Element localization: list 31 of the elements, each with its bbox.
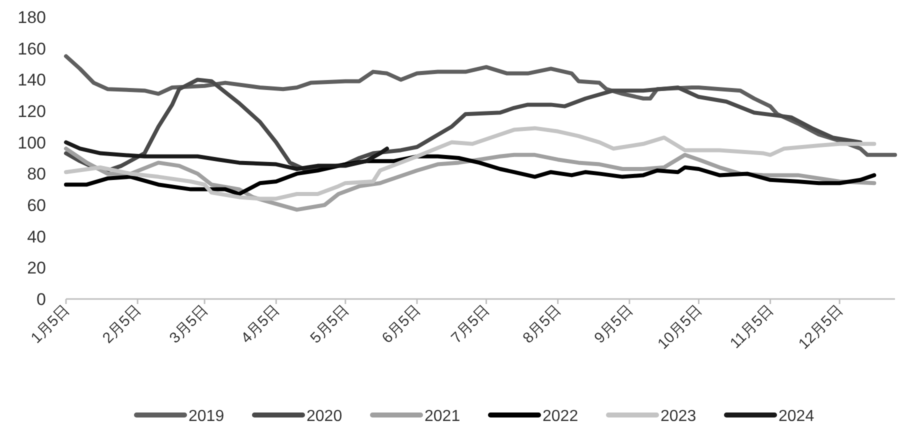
y-tick-label: 60 [27, 196, 46, 215]
legend-label: 2019 [188, 408, 224, 425]
y-tick-label: 0 [36, 290, 46, 309]
y-tick-label: 160 [18, 39, 46, 58]
x-tick-label: 10月5日 [654, 302, 706, 353]
x-tick-label: 4月5日 [238, 302, 283, 347]
x-tick-label: 6月5日 [378, 302, 424, 347]
x-tick-label: 7月5日 [448, 302, 494, 347]
x-tick-label: 2月5日 [99, 302, 144, 347]
x-tick-label: 8月5日 [520, 302, 565, 347]
x-tick-label: 3月5日 [166, 302, 212, 347]
legend-label: 2022 [542, 408, 578, 425]
line-series [64, 54, 897, 157]
y-tick-label: 20 [27, 258, 46, 278]
line-series [64, 140, 389, 171]
legend-label: 2020 [306, 408, 342, 425]
line-series [64, 154, 876, 196]
y-tick-label: 100 [18, 133, 46, 152]
legend-label: 2024 [778, 408, 814, 425]
y-tick-label: 180 [18, 8, 46, 27]
y-tick-label: 140 [18, 70, 46, 90]
y-tick-label: 40 [27, 227, 46, 246]
x-tick-label: 11月5日 [726, 302, 778, 352]
y-tick-label: 120 [18, 102, 46, 121]
x-tick-label: 12月5日 [795, 302, 846, 353]
legend-label: 2023 [660, 408, 696, 425]
x-tick-label: 9月5日 [591, 302, 636, 347]
x-tick-label: 5月5日 [307, 302, 352, 347]
y-tick-label: 80 [27, 164, 46, 184]
line-series [64, 126, 876, 201]
legend-label: 2021 [424, 408, 460, 425]
